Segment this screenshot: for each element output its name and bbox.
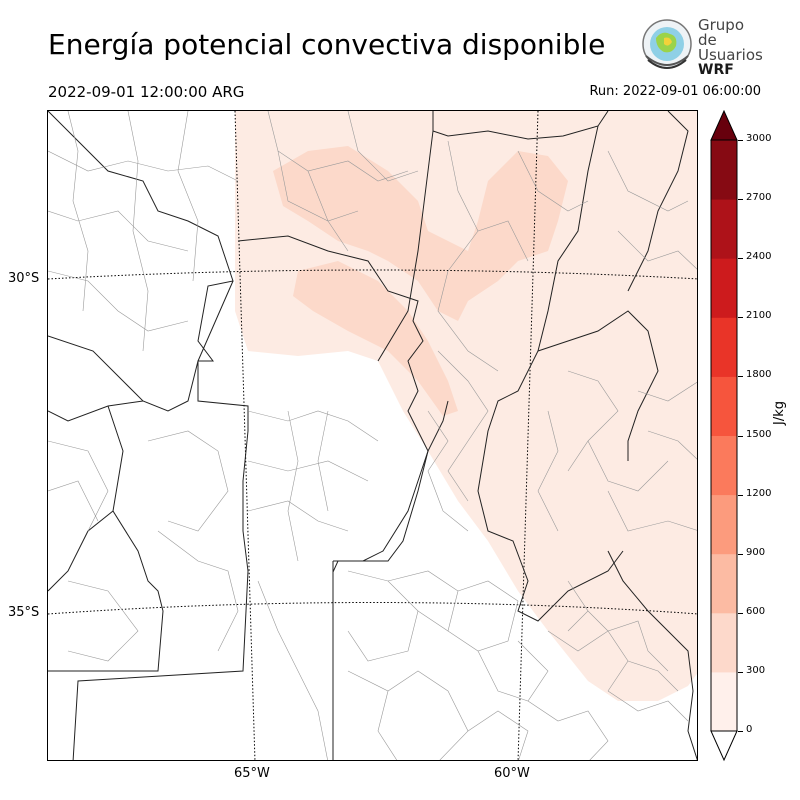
colorbar-tick-mark bbox=[738, 553, 743, 555]
department-borders bbox=[48, 111, 697, 760]
colorbar-segment bbox=[711, 258, 737, 318]
border-west-4 bbox=[48, 510, 114, 592]
map-panel bbox=[47, 110, 698, 761]
colorbar-frame bbox=[710, 139, 738, 732]
border-coast bbox=[607, 550, 697, 760]
colorbar-segment bbox=[711, 435, 737, 496]
colorbar-segments bbox=[711, 140, 737, 732]
colorbar-tick-label: 900 bbox=[746, 546, 766, 558]
lon-line-65w bbox=[234, 111, 256, 760]
colorbar-tick-label: 2400 bbox=[746, 251, 772, 263]
border-ne-2 bbox=[377, 130, 434, 362]
border-mid-1 bbox=[72, 280, 249, 760]
lon-line-60w bbox=[517, 111, 539, 760]
cape-medium-band bbox=[293, 261, 458, 416]
colorbar-segment bbox=[711, 140, 737, 200]
colorbar-tick-label: 1800 bbox=[746, 369, 772, 381]
lat-line-35s bbox=[48, 602, 697, 615]
globe-logo-icon bbox=[642, 19, 692, 69]
colorbar-tick-mark bbox=[738, 612, 743, 614]
colorbar-segment bbox=[711, 553, 737, 614]
colorbar bbox=[710, 110, 738, 762]
lon-label-60w: 60°W bbox=[494, 766, 530, 781]
colorbar-tick-label: 1500 bbox=[746, 428, 772, 440]
colorbar-tick-mark bbox=[738, 376, 743, 378]
colorbar-tick-label: 300 bbox=[746, 664, 766, 676]
map-title: Energía potencial convectiva disponible bbox=[48, 28, 606, 61]
cape-light-region bbox=[235, 111, 697, 701]
border-mid-2 bbox=[237, 235, 429, 573]
colorbar-tick-mark bbox=[738, 671, 743, 673]
colorbar-tick-mark bbox=[738, 317, 743, 319]
colorbar-tick-mark bbox=[738, 140, 743, 141]
colorbar-segment bbox=[711, 671, 737, 732]
cape-field bbox=[235, 111, 697, 701]
wrf-logo: Grupo de Usuarios WRF bbox=[638, 16, 763, 78]
graticule bbox=[48, 111, 697, 760]
colorbar-over-arrow bbox=[710, 110, 738, 141]
colorbar-units: J/kg bbox=[772, 401, 787, 425]
province-borders bbox=[48, 111, 697, 760]
border-ne-1 bbox=[432, 111, 609, 140]
logo-line-2: Usuarios bbox=[698, 46, 763, 64]
colorbar-tick-mark bbox=[738, 731, 743, 732]
logo-line-3: WRF bbox=[698, 62, 734, 78]
lat-label-30s: 30°S bbox=[8, 271, 40, 286]
lat-line-30s bbox=[48, 269, 697, 280]
colorbar-segment bbox=[711, 199, 737, 259]
colorbar-tick-label: 600 bbox=[746, 605, 766, 617]
colorbar-tick-label: 2700 bbox=[746, 192, 772, 204]
colorbar-under-arrow bbox=[710, 730, 738, 762]
colorbar-tick-label: 1200 bbox=[746, 487, 772, 499]
colorbar-tick-mark bbox=[738, 435, 743, 437]
colorbar-segment bbox=[711, 376, 737, 436]
colorbar-tick-label: 2100 bbox=[746, 310, 772, 322]
border-ne-3 bbox=[477, 125, 624, 622]
logo-line-1: Grupo de bbox=[698, 16, 744, 49]
border-mid-4 bbox=[333, 400, 449, 562]
lat-label-35s: 35°S bbox=[8, 605, 40, 620]
border-west-2 bbox=[48, 400, 144, 422]
colorbar-segment bbox=[711, 494, 737, 555]
colorbar-tick-label: 3000 bbox=[746, 133, 772, 144]
border-ne-4 bbox=[537, 310, 659, 461]
colorbar-segment bbox=[711, 612, 737, 673]
run-time: Run: 2022-09-01 06:00:00 bbox=[589, 84, 761, 99]
colorbar-tick-label: 0 bbox=[746, 724, 753, 735]
border-west-1 bbox=[48, 111, 234, 412]
colorbar-segment bbox=[711, 317, 737, 377]
valid-time: 2022-09-01 12:00:00 ARG bbox=[48, 83, 245, 101]
border-west-3 bbox=[48, 405, 164, 672]
map-canvas bbox=[48, 111, 697, 760]
colorbar-tick-mark bbox=[738, 258, 743, 260]
colorbar-tick-mark bbox=[738, 494, 743, 496]
lon-label-65w: 65°W bbox=[234, 766, 270, 781]
colorbar-tick-mark bbox=[738, 199, 743, 201]
